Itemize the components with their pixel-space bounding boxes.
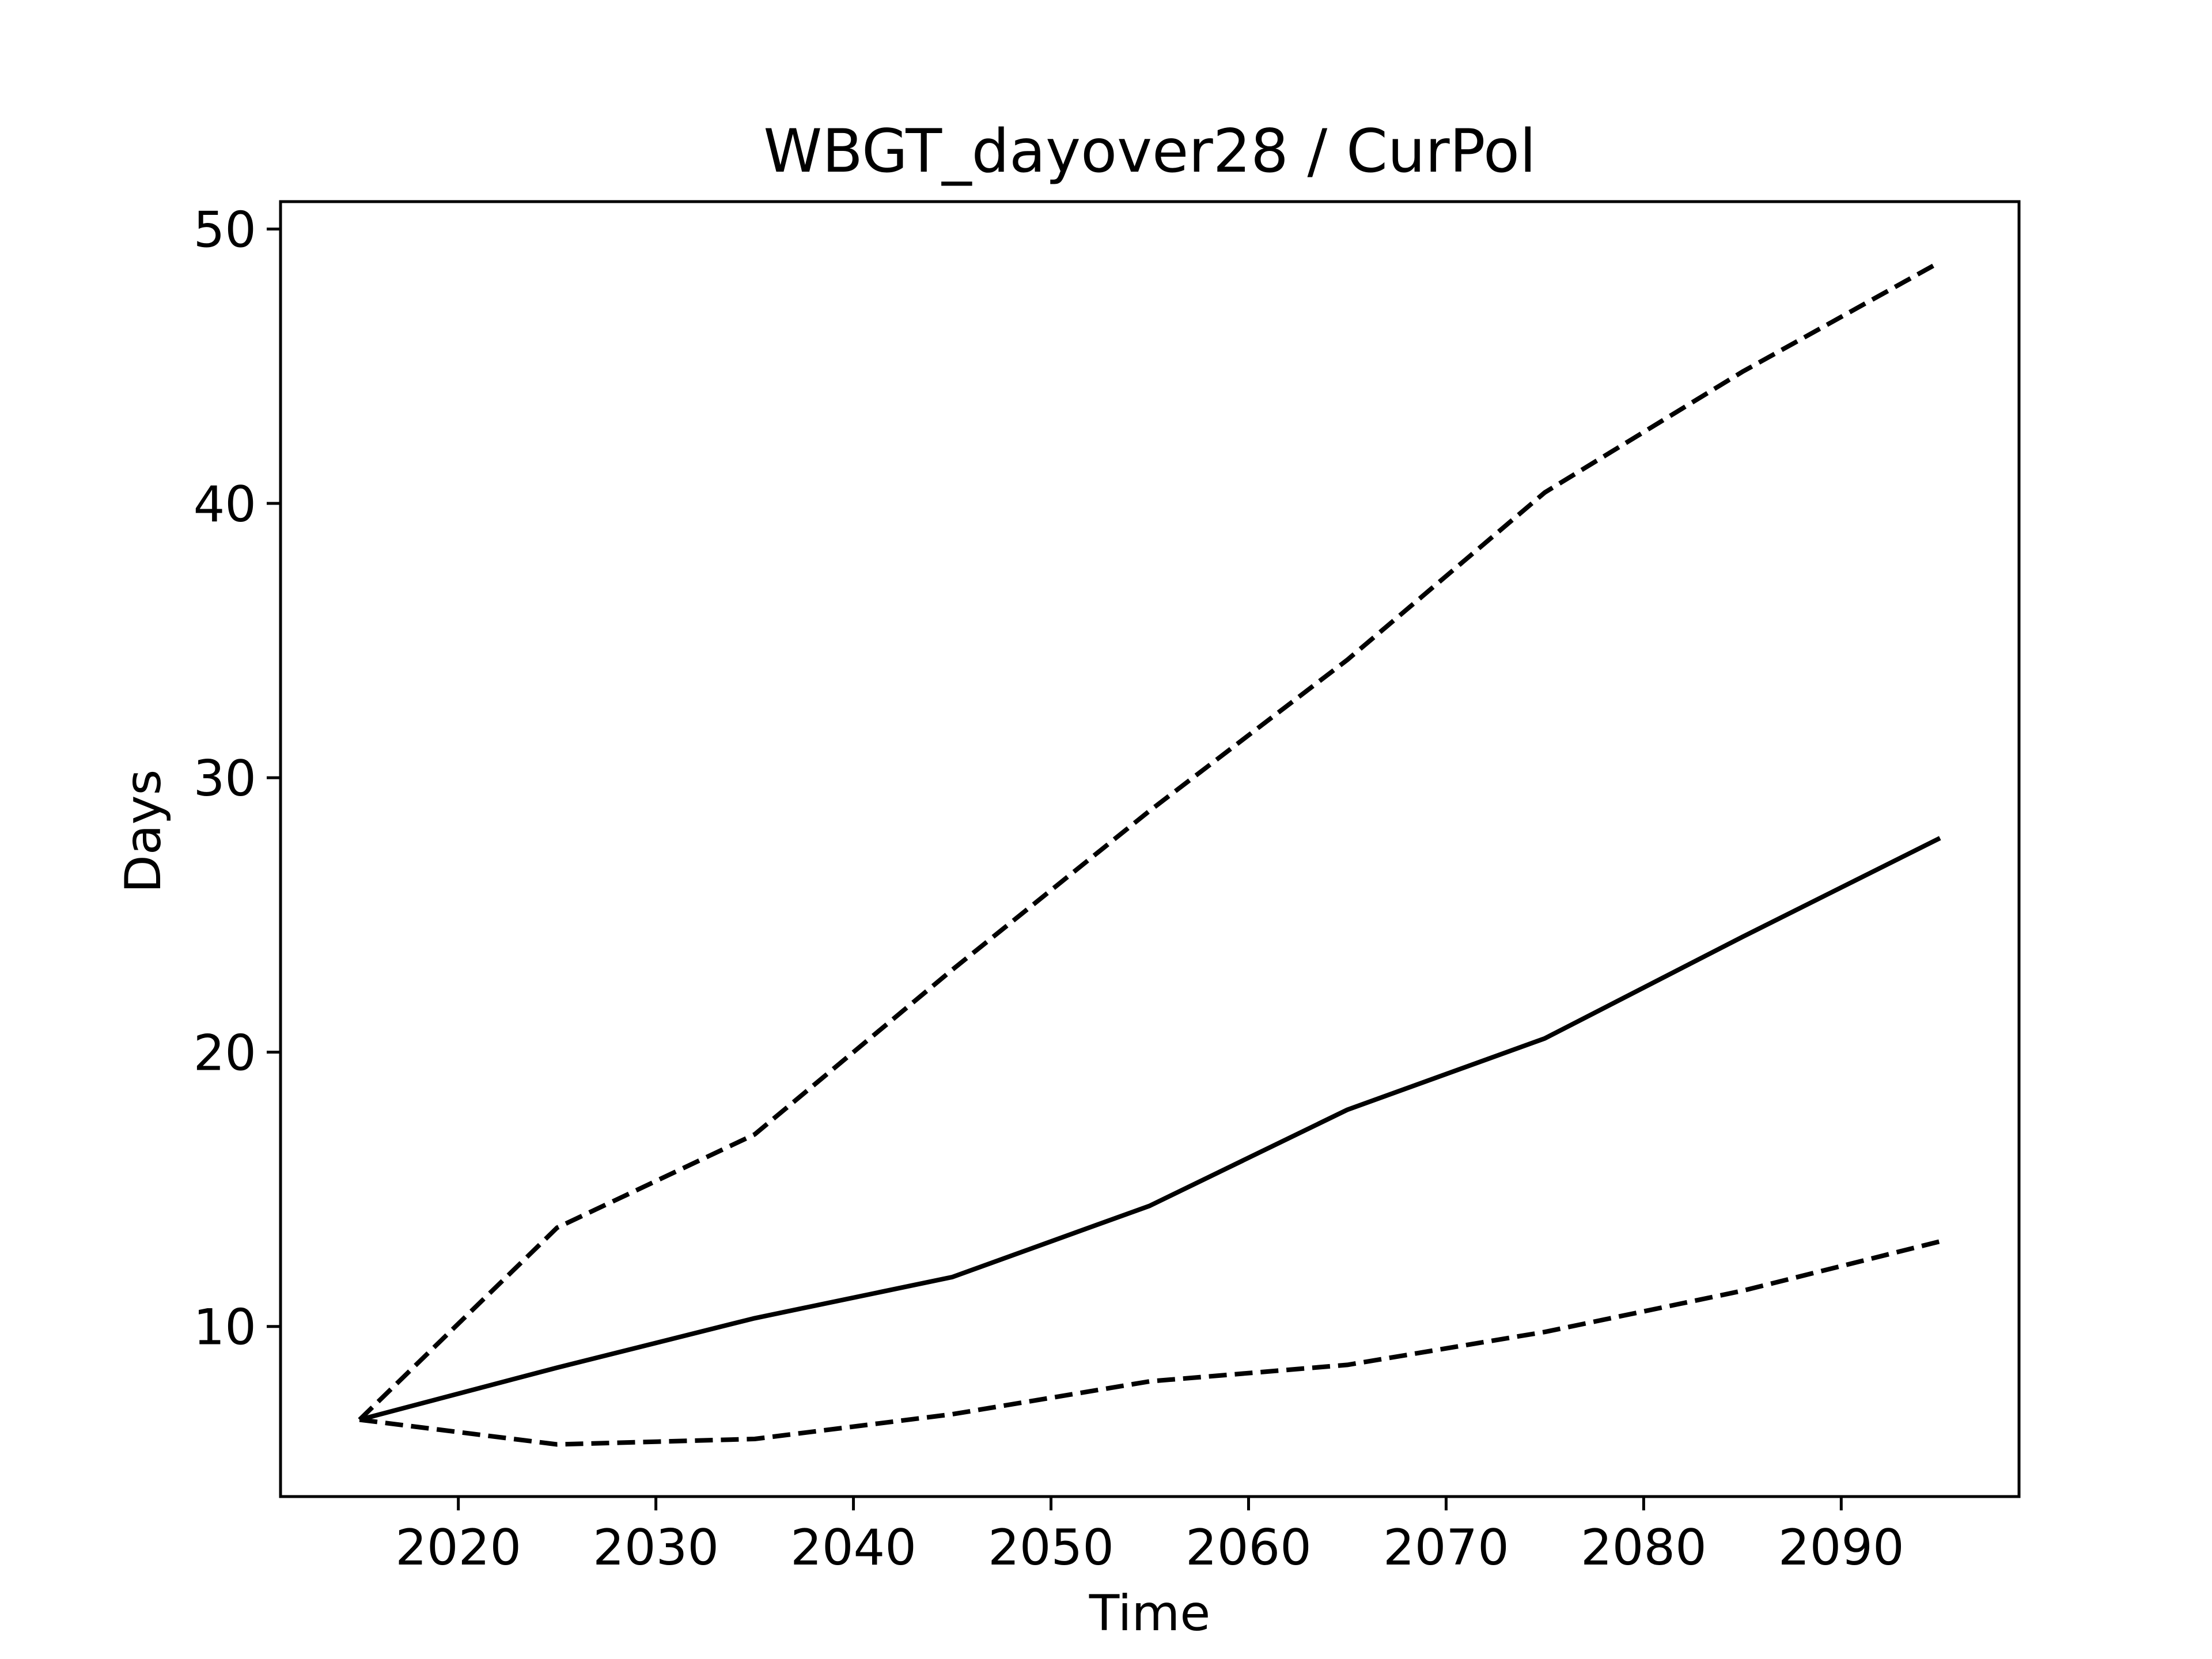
chart-title: WBGT_dayover28 / CurPol: [763, 117, 1536, 186]
x-axis: 2020 2030 2040 2050 2060 2070 2080 2090: [395, 1497, 1904, 1577]
y-tick-label: 20: [194, 1024, 256, 1082]
y-tick-label: 50: [194, 202, 256, 259]
y-tick-label: 30: [194, 750, 256, 808]
x-tick-label: 2050: [988, 1519, 1114, 1577]
x-tick-label: 2070: [1383, 1519, 1509, 1577]
y-tick-label: 40: [194, 476, 256, 533]
y-axis: 10 20 30 40 50: [194, 202, 281, 1357]
x-tick-label: 2090: [1778, 1519, 1904, 1577]
plot-frame: [279, 200, 2021, 1498]
x-tick-label: 2020: [395, 1519, 521, 1577]
x-tick-label: 2060: [1185, 1519, 1312, 1577]
solid-series-line-1: [359, 836, 1941, 1422]
x-axis-title: Time: [1089, 1585, 1210, 1642]
x-tick-label: 2080: [1581, 1519, 1707, 1577]
y-axis-title: Days: [115, 770, 172, 893]
y-tick-label: 10: [194, 1299, 256, 1357]
x-tick-label: 2030: [593, 1519, 719, 1577]
series-layer: [358, 260, 1941, 1447]
dashed-series-line-3: [359, 1239, 1941, 1447]
dashed-series-line-2: [358, 260, 1941, 1422]
x-tick-label: 2040: [790, 1519, 916, 1577]
